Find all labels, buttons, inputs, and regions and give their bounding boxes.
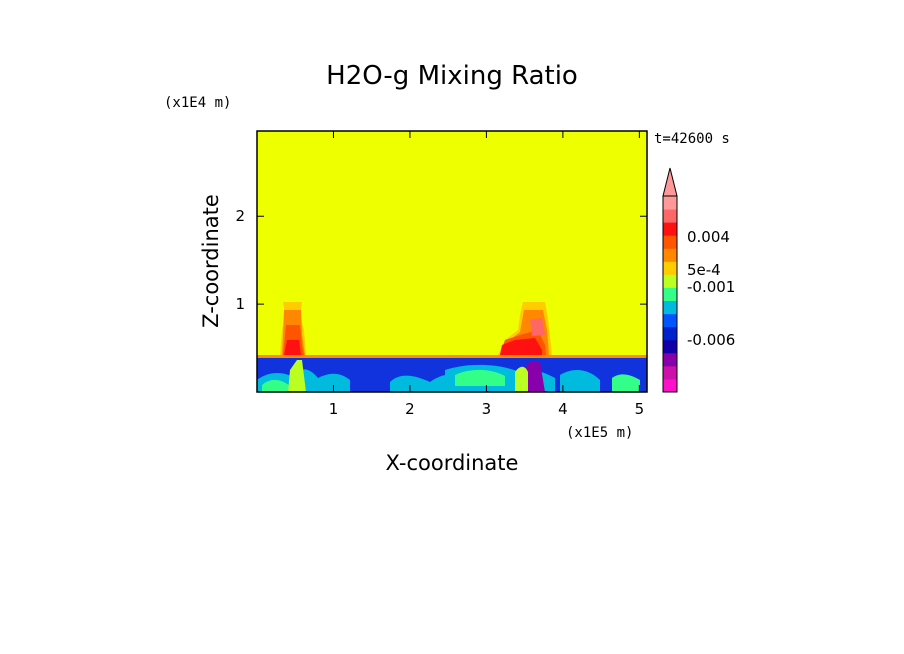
background-field: [257, 131, 647, 392]
colorbar-swatch: [663, 365, 677, 380]
plot-frame: [256, 130, 648, 393]
layer-texture: [257, 360, 640, 392]
colorbar-swatch: [663, 274, 677, 288]
colorbar-swatch: [663, 378, 677, 393]
y-tick-label: 2: [235, 207, 245, 225]
y-ticks: 12: [235, 207, 647, 313]
x-axis-label: X-coordinate: [386, 451, 519, 475]
colorbar-swatch: [663, 235, 677, 249]
x-scale-label: (x1E5 m): [566, 425, 633, 441]
colorbar-swatch: [663, 209, 677, 223]
x-tick-label: 5: [635, 400, 645, 418]
colorbar-swatch: [663, 287, 677, 302]
x-tick-label: 2: [405, 400, 415, 418]
x-ticks: 1 2 3 4 5: [329, 131, 644, 418]
colorbar-swatch: [663, 339, 677, 354]
time-label: t=42600 s: [654, 131, 730, 147]
colorbar-extend-arrow: [662, 167, 678, 197]
colorbar-label: -0.001: [687, 278, 735, 296]
colorbar-label: 5e-4: [687, 261, 721, 279]
chart-title: H2O-g Mixing Ratio: [326, 61, 578, 91]
x-tick-label: 3: [482, 400, 492, 418]
layer-top-edge: [257, 355, 647, 358]
x-tick-label: 1: [329, 400, 339, 418]
colorbar-label: -0.006: [687, 331, 735, 349]
plume-2: [498, 302, 552, 355]
y-axis-label: Z-coordinate: [199, 194, 223, 328]
colorbar-swatch: [663, 222, 677, 236]
colorbar-swatch: [663, 300, 677, 315]
colorbar-swatch: [663, 352, 677, 367]
y-scale-label: (x1E4 m): [164, 95, 231, 111]
colorbar-label: 0.004: [687, 228, 730, 246]
colorbar: 0.004 5e-4-0.001 -0.006: [662, 167, 735, 393]
x-tick-label: 4: [558, 400, 568, 418]
colorbar-frame: [662, 195, 678, 393]
colorbar-swatch: [663, 313, 677, 328]
colorbar-swatch: [663, 196, 677, 210]
plume-1: [280, 302, 306, 355]
colorbar-swatch: [663, 248, 677, 262]
y-tick-label: 1: [235, 295, 245, 313]
colorbar-swatch: [663, 261, 677, 275]
colorbar-swatch: [663, 326, 677, 341]
